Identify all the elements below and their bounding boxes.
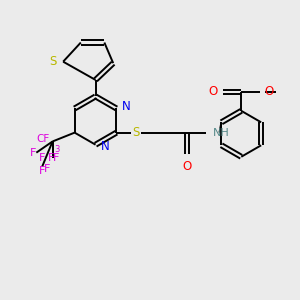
Text: F: F [30, 148, 36, 158]
Text: N: N [122, 100, 130, 112]
Text: NH: NH [213, 128, 230, 138]
Text: CF: CF [36, 134, 50, 144]
Text: O: O [182, 160, 192, 173]
Text: F: F [39, 166, 45, 176]
Text: O: O [209, 85, 218, 98]
Text: O: O [265, 85, 274, 98]
Text: S: S [132, 126, 139, 139]
Text: F: F [44, 164, 50, 174]
Text: S: S [49, 55, 57, 68]
Text: F: F [53, 153, 59, 163]
Text: F: F [39, 153, 45, 163]
Text: 3: 3 [54, 145, 59, 154]
Text: N: N [100, 140, 109, 153]
Text: F: F [48, 153, 54, 163]
